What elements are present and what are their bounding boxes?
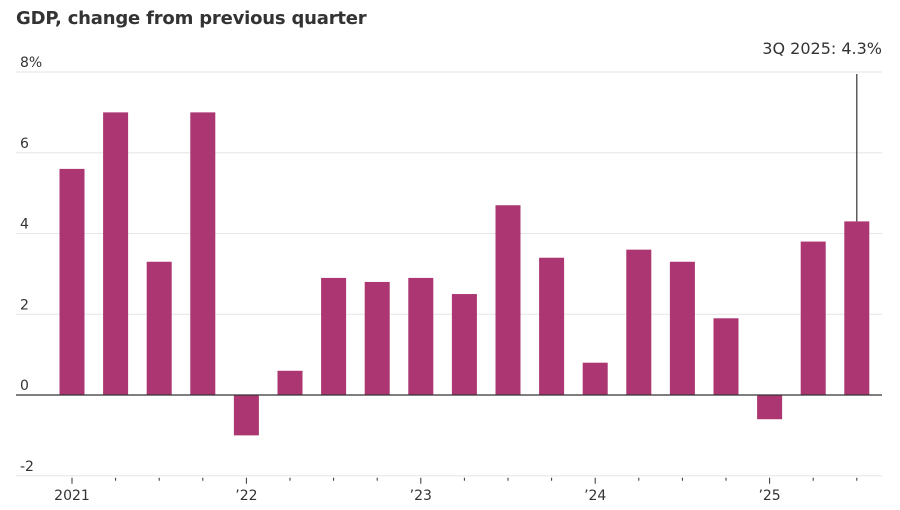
y-tick-label: 8% <box>20 55 42 71</box>
bar <box>408 277 434 395</box>
bar <box>190 112 216 395</box>
bar <box>844 221 870 395</box>
bar <box>321 277 347 395</box>
x-tick-label: ’25 <box>758 488 780 504</box>
y-tick-label: 4 <box>20 217 29 233</box>
y-tick-label: 2 <box>20 297 29 313</box>
bar <box>539 257 565 395</box>
bar <box>103 112 129 395</box>
bar <box>669 261 695 395</box>
labels: -2 0 2 4 6 8% 2021 ’22 ’23 ’24 ’25 3Q 2025: 4.3% <box>20 39 882 504</box>
x-tick-label: 2021 <box>54 488 90 504</box>
bar <box>146 261 172 395</box>
gridlines <box>16 71 882 477</box>
bar <box>277 370 303 395</box>
x-tick-label: ’22 <box>235 488 257 504</box>
bar <box>757 395 783 420</box>
bar <box>713 318 739 395</box>
bar <box>233 395 259 436</box>
bar <box>582 362 608 395</box>
bar <box>364 281 390 395</box>
bar <box>451 294 477 395</box>
bar <box>800 241 826 395</box>
y-tick-label: -2 <box>20 459 34 475</box>
chart-title: GDP, change from previous quarter <box>16 8 367 29</box>
x-tick-label: ’24 <box>584 488 606 504</box>
bar <box>626 249 652 395</box>
bar <box>59 168 85 395</box>
bar <box>495 205 521 395</box>
y-tick-label: 0 <box>20 378 29 394</box>
axes <box>16 74 882 484</box>
bars <box>59 112 870 436</box>
annotation-label: 3Q 2025: 4.3% <box>762 39 882 58</box>
x-tick-label: ’23 <box>410 488 432 504</box>
y-tick-label: 6 <box>20 136 29 152</box>
